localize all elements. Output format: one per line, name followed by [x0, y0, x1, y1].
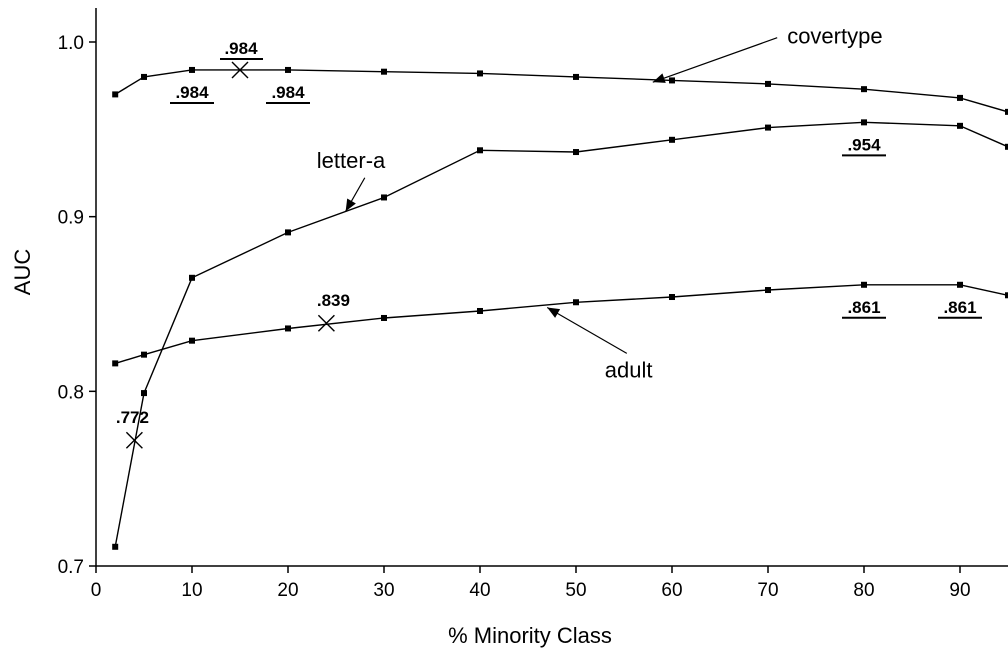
max-value-label: .984 — [271, 83, 305, 102]
y-tick-label: 0.7 — [58, 557, 84, 578]
x-ticks: 0 10 20 30 40 50 60 70 80 90 — [91, 566, 971, 601]
series-label-adult: adult — [605, 357, 653, 382]
data-point-letter-a — [112, 543, 119, 550]
series-label-arrow — [652, 37, 778, 83]
max-value-label: .861 — [847, 298, 880, 317]
x-tick-label: 50 — [565, 580, 586, 601]
data-point-letter-a — [189, 274, 195, 281]
data-point-covertype — [1005, 108, 1008, 115]
data-point-adult — [285, 325, 291, 332]
data-point-adult — [765, 287, 771, 294]
data-point-adult — [861, 281, 867, 288]
y-tick-label: 0.9 — [58, 208, 84, 229]
arrowhead — [652, 73, 666, 83]
data-point-adult — [669, 294, 675, 301]
x-tick-label: 60 — [661, 580, 682, 601]
data-point-letter-a — [669, 136, 675, 143]
x-marker — [317, 314, 335, 332]
data-point-adult — [381, 314, 387, 321]
x-axis-title: % Minority Class — [448, 623, 612, 648]
y-tick-label: 0.8 — [58, 382, 84, 403]
series-label-arrow — [546, 306, 628, 354]
x-tick-label: 10 — [181, 580, 202, 601]
arrowhead — [345, 198, 356, 212]
data-point-covertype — [861, 86, 867, 93]
data-point-adult — [477, 307, 483, 314]
data-point-letter-a — [957, 122, 963, 129]
series-label-letter-a: letter-a — [317, 148, 386, 173]
series-lines — [114, 69, 1008, 547]
data-point-letter-a — [141, 390, 147, 397]
axes — [95, 8, 1008, 567]
y-axis-title: AUC — [10, 249, 35, 296]
series-line-adult — [114, 284, 1008, 365]
max-value-label: .984 — [175, 83, 209, 102]
x-marker-label: .984 — [224, 39, 258, 58]
data-point-covertype — [765, 80, 771, 87]
x-marker-label: .772 — [116, 408, 149, 427]
y-tick-label: 1.0 — [58, 33, 84, 54]
x-marker — [231, 61, 249, 79]
data-point-letter-a — [1005, 143, 1008, 150]
data-point-adult — [573, 299, 579, 306]
x-marker-label: .839 — [317, 291, 350, 310]
data-point-adult — [141, 351, 147, 358]
series-label-covertype: covertype — [787, 24, 882, 49]
x-tick-label: 90 — [949, 580, 970, 601]
data-point-covertype — [189, 66, 195, 73]
data-point-covertype — [669, 77, 675, 84]
data-point-adult — [112, 360, 119, 367]
x-tick-label: 30 — [373, 580, 394, 601]
series-line-covertype — [114, 69, 1008, 113]
series-line-letter-a — [114, 121, 1008, 547]
x-marker — [125, 431, 143, 449]
data-point-adult — [189, 337, 195, 344]
data-point-letter-a — [765, 124, 771, 131]
data-point-letter-a — [861, 119, 867, 126]
x-tick-label: 20 — [277, 580, 298, 601]
data-point-covertype — [957, 94, 963, 101]
data-point-covertype — [285, 66, 291, 73]
data-point-covertype — [573, 73, 579, 80]
max-value-label: .954 — [847, 135, 881, 154]
data-point-covertype — [112, 91, 119, 98]
annotations: .984 .839 .772 .984 .984 .954 .861 .861 — [116, 39, 982, 449]
data-point-letter-a — [381, 194, 387, 201]
arrowhead — [547, 307, 561, 318]
series-labels: covertype letter-a adult — [317, 24, 883, 383]
series-points — [112, 66, 1008, 550]
data-point-letter-a — [285, 229, 291, 236]
x-tick-label: 40 — [469, 580, 490, 601]
data-point-covertype — [141, 73, 147, 80]
data-point-covertype — [381, 68, 387, 75]
data-point-adult — [957, 281, 963, 288]
x-tick-label: 80 — [853, 580, 874, 601]
x-tick-label: 0 — [91, 580, 102, 601]
data-point-adult — [1005, 292, 1008, 299]
y-ticks: 0.7 0.8 0.9 1.0 — [58, 33, 96, 578]
data-point-letter-a — [573, 149, 579, 156]
data-point-covertype — [477, 70, 483, 77]
max-value-label: .861 — [943, 298, 976, 317]
x-tick-label: 70 — [757, 580, 778, 601]
data-point-letter-a — [477, 147, 483, 154]
